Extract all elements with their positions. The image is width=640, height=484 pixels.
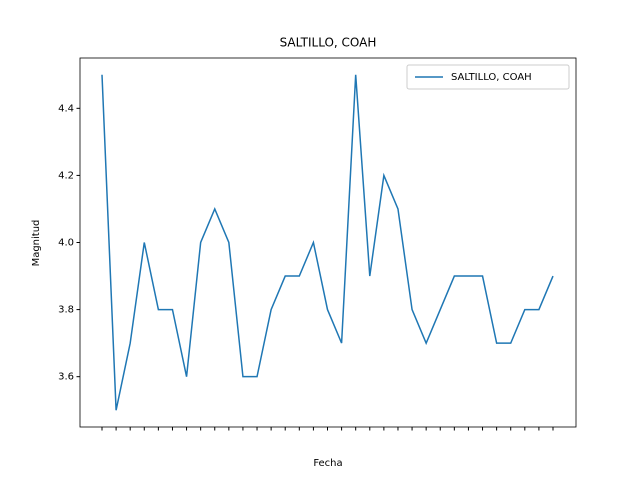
plot-frame bbox=[79, 57, 577, 428]
legend-box bbox=[406, 64, 570, 90]
y-tick-label: 4.0 bbox=[58, 238, 74, 249]
y-axis-label: Magnitud bbox=[31, 220, 42, 267]
y-tick-label: 4.2 bbox=[58, 170, 74, 181]
y-tick-label: 4.4 bbox=[58, 103, 74, 114]
y-tick-label: 3.6 bbox=[58, 372, 74, 383]
x-axis-label: Fecha bbox=[313, 458, 342, 469]
chart-title: SALTILLO, COAH bbox=[280, 36, 377, 50]
line bbox=[101, 74, 554, 411]
legend-label: SALTILLO, COAH bbox=[451, 72, 532, 83]
y-tick-label: 3.8 bbox=[58, 305, 74, 316]
